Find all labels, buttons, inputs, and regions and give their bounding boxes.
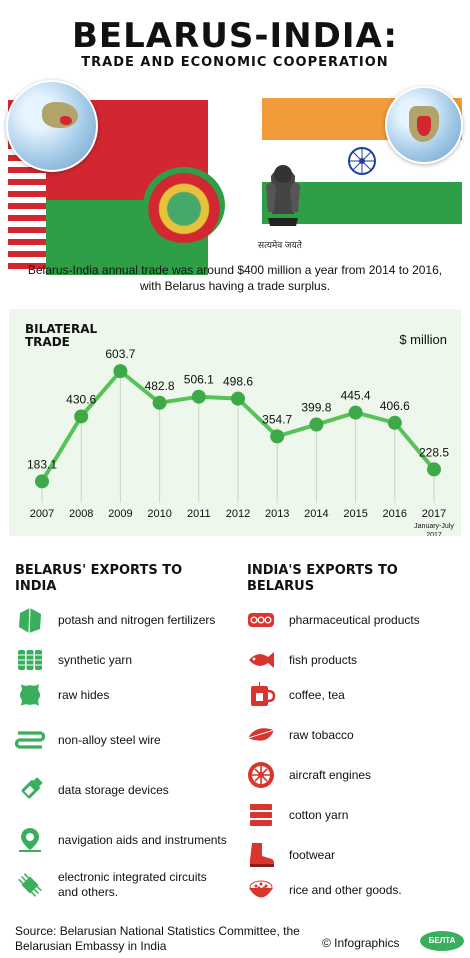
data-label: 445.4 [341,389,371,403]
export-item: raw tobacco [246,720,459,750]
data-point [348,405,363,420]
data-label: 399.8 [301,401,331,415]
export-item-label: raw tobacco [289,727,354,742]
india-motto: सत्यमेव जयते [258,240,302,250]
data-label: 228.5 [419,445,449,459]
yarn-spools-icon [15,645,45,675]
export-item: coffee, tea [246,680,459,710]
data-label: 406.6 [380,399,410,413]
source-note: Source: Belarusian National Statistics C… [15,924,300,953]
data-point [387,415,402,430]
export-item: fish products [246,645,459,675]
map-pin-icon [15,825,45,855]
tobacco-leaf-icon [246,720,276,750]
india-globe-icon [385,86,463,164]
export-item: pharmaceutical products [246,605,459,635]
data-point [74,409,89,424]
data-point [231,391,245,406]
belta-logo: БЕЛТА [420,931,464,951]
export-item: synthetic yarn [15,645,228,675]
flags-illustration: सत्यमेव जयते [0,78,470,275]
x-tick-label: 2012 [226,508,250,520]
export-item: non-alloy steel wire [15,725,228,755]
data-label: 354.7 [262,412,292,426]
tea-cup-icon [246,680,276,710]
cotton-fabric-icon [246,800,276,830]
export-item-label: raw hides [58,687,110,702]
data-label: 482.8 [145,379,175,393]
wire-coil-icon [15,725,45,755]
data-point [113,364,128,379]
data-label: 603.7 [105,347,135,361]
data-point [152,395,167,410]
belarus-emblem-icon [143,167,225,243]
intro-text: Belarus-India annual trade was around $4… [27,263,443,293]
export-item: data storage devices [15,775,228,805]
x-tick-label: 2010 [147,508,171,520]
x-tick-note: 2017 [426,532,442,536]
bilateral-trade-chart: 183.1 430.6 603.7 482.8 506.1 498.6 354.7 399.8… [9,309,461,536]
ashoka-chakra-icon [348,147,376,175]
chart-canvas: 183.1 430.6 603.7 482.8 506.1 498.6 354.7 399.8… [27,347,454,536]
x-tick-note: January-July [414,523,454,530]
x-tick-label: 2013 [265,508,289,520]
x-tick-label: 2017 [422,508,446,520]
page-subtitle: TRADE AND ECONOMIC COOPERATION [81,55,389,70]
belarus-globe-icon [6,80,98,172]
jet-engine-icon [246,760,276,790]
data-point [270,429,285,444]
page-title: BELARUS-INDIA: [71,16,399,56]
pills-icon [246,605,276,635]
copyright: © Infographics [322,936,400,950]
data-point [35,474,49,489]
export-item: navigation aids and instruments [15,825,228,855]
india-emblem-icon [266,165,300,226]
data-point [427,462,441,477]
export-item-label: cotton yarn [289,807,349,822]
export-item-label: coffee, tea [289,687,345,702]
data-point [191,389,206,404]
export-item: potash and nitrogen fertilizers [15,605,228,635]
export-item: cotton yarn [246,800,459,830]
x-tick-label: 2014 [304,508,328,520]
x-tick-label: 2008 [69,508,93,520]
export-item-label: footwear [289,847,336,862]
export-item: aircraft engines [246,760,459,790]
hide-icon [15,680,45,710]
data-label: 498.6 [223,375,253,389]
export-item-label: pharmaceutical products [289,612,420,627]
data-label: 506.1 [184,373,214,387]
fertilizer-icon [15,605,45,635]
x-tick-label: 2015 [343,508,367,520]
microchip-icon [15,870,45,900]
belarus-exports-title: BELARUS' EXPORTS TO INDIA [15,563,183,594]
x-tick-label: 2011 [187,508,211,520]
export-item: electronic integrated circuits and other… [15,870,228,900]
export-item: raw hides [15,680,228,710]
export-item-label: aircraft engines [289,767,372,782]
data-label: 430.6 [66,392,96,406]
fish-icon [246,645,276,675]
rice-bowl-icon [246,875,276,905]
export-item-label: navigation aids and instruments [58,832,227,847]
export-item-label: electronic integrated circuits and other… [58,870,207,899]
boot-icon [246,840,276,870]
export-item: footwear [246,840,459,870]
chart-title: BILATERAL TRADE [25,322,98,349]
export-item-label: potash and nitrogen fertilizers [58,612,216,627]
data-label: 183.1 [27,457,57,471]
data-point [309,417,324,432]
chart-unit: $ million [399,332,447,347]
usb-stick-icon [15,775,45,805]
export-item-label: rice and other goods. [289,882,402,897]
export-item: rice and other goods. [246,875,459,905]
x-tick-label: 2009 [108,508,132,520]
export-item-label: data storage devices [58,782,169,797]
export-item-label: synthetic yarn [58,652,133,667]
india-exports-title: INDIA'S EXPORTS TO BELARUS [247,563,398,594]
x-tick-label: 2016 [383,508,407,520]
export-item-label: non-alloy steel wire [58,732,161,747]
export-item-label: fish products [289,652,358,667]
x-tick-label: 2007 [30,508,54,520]
